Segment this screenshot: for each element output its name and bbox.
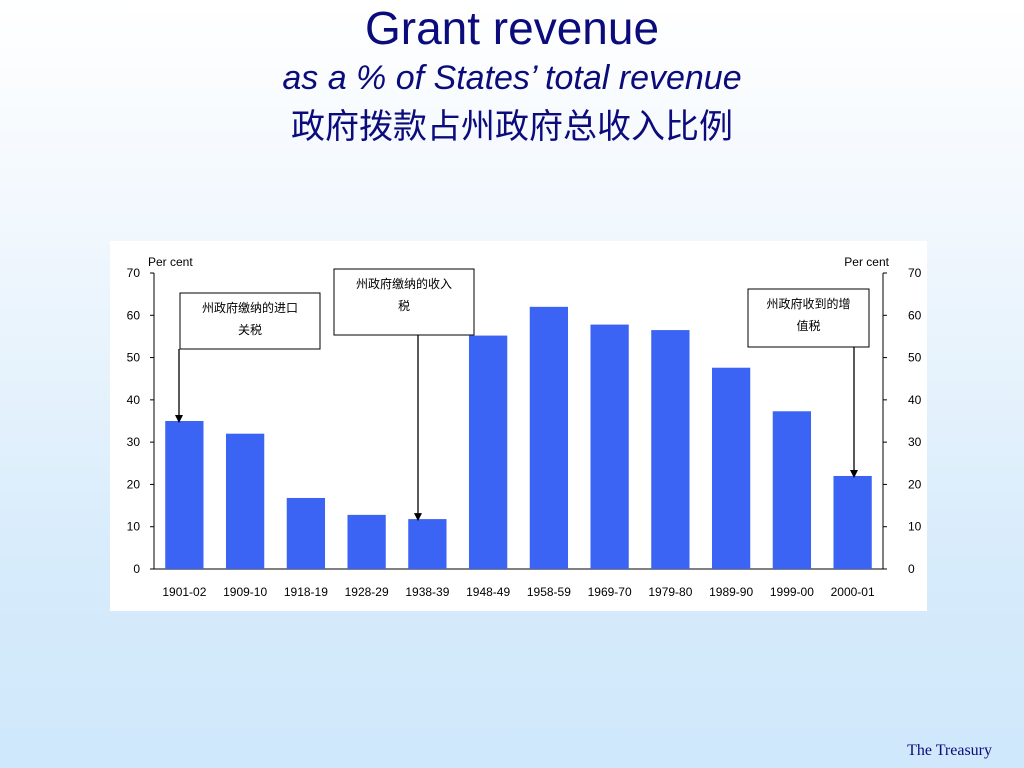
x-tick-label: 1918-19 xyxy=(284,585,328,599)
bar-1928-29 xyxy=(347,514,386,569)
x-tick-label: 2000-01 xyxy=(831,585,875,599)
bar-chart: Per cent Per cent 0 0 10 10 20 20 30 30 40 40 50 50… xyxy=(127,255,922,599)
callout-text: 税 xyxy=(398,299,410,313)
bar-1901-02 xyxy=(165,421,204,569)
right-axis-unit-label: Per cent xyxy=(844,255,889,269)
page-title: Grant revenue xyxy=(364,2,660,54)
bar-2000-01 xyxy=(833,475,872,569)
callout-box xyxy=(179,292,321,350)
left-axis-unit-label: Per cent xyxy=(148,255,193,269)
left-tick-label: 20 xyxy=(127,477,141,491)
left-tick-label: 50 xyxy=(127,351,141,365)
x-tick-label: 1909-10 xyxy=(223,585,267,599)
bar-1979-80 xyxy=(651,330,690,569)
bar-1958-59 xyxy=(529,306,569,569)
callout-arrowhead xyxy=(850,469,858,478)
callout-text: 州政府收到的增 xyxy=(766,296,850,311)
x-tick-label: 1979-80 xyxy=(648,585,692,599)
left-tick-label: 40 xyxy=(127,393,141,407)
x-tick-label: 1948-49 xyxy=(466,585,510,599)
chart-panel: Per cent Per cent 0 0 10 10 20 20 30 30 40 40 50 50… xyxy=(110,241,927,611)
bar-1909-10 xyxy=(225,433,265,569)
axis-ticks: 0 0 10 10 20 20 30 30 40 40 50 50 60 60 70 70 xyxy=(127,266,922,576)
callout-text: 关税 xyxy=(238,323,262,337)
bars xyxy=(165,306,872,569)
right-tick-label: 0 xyxy=(908,562,915,576)
callout-text: 州政府缴纳的进口 xyxy=(202,300,298,315)
right-tick-label: 60 xyxy=(908,308,922,322)
callout-text: 值税 xyxy=(796,318,820,333)
x-tick-label: 1938-39 xyxy=(405,585,449,599)
right-tick-label: 30 xyxy=(908,435,922,449)
bar-1989-90 xyxy=(711,367,751,569)
right-tick-label: 20 xyxy=(908,477,922,491)
bar-1918-19 xyxy=(286,497,326,569)
footer-label: The Treasury xyxy=(907,742,992,759)
callout-box xyxy=(333,268,475,336)
left-tick-label: 30 xyxy=(127,435,141,449)
bar-1948-49 xyxy=(468,335,508,569)
x-tick-label: 1958-59 xyxy=(527,585,571,599)
page-subtitle: as a % of States’ total revenue xyxy=(282,59,742,97)
left-tick-label: 70 xyxy=(127,266,141,280)
x-tick-label: 1969-70 xyxy=(588,585,632,599)
x-tick-label: 1989-90 xyxy=(709,585,753,599)
x-tick-labels: 1901-02 1909-10 1918-19 1928-29 1938-39 1948-… xyxy=(162,585,875,599)
callout-box xyxy=(747,288,870,348)
x-tick-label: 1928-29 xyxy=(345,585,389,599)
right-tick-label: 70 xyxy=(908,266,922,280)
callout-arrowhead xyxy=(175,415,183,423)
left-tick-label: 60 xyxy=(127,308,141,322)
bar-1969-70 xyxy=(590,324,629,569)
right-tick-label: 40 xyxy=(908,393,922,407)
callout-arrowhead xyxy=(414,513,422,522)
bar-1999-00 xyxy=(772,411,812,569)
left-tick-label: 10 xyxy=(127,520,141,534)
callout-text: 州政府缴纳的收入 xyxy=(356,276,452,291)
bar-1938-39 xyxy=(408,519,447,569)
x-tick-label: 1999-00 xyxy=(770,585,814,599)
right-tick-label: 10 xyxy=(908,520,922,534)
x-tick-label: 1901-02 xyxy=(162,585,206,599)
right-tick-label: 50 xyxy=(908,351,922,365)
page-subtitle-chinese: 政府拨款占州政府总收入比例 xyxy=(291,107,733,147)
left-tick-label: 0 xyxy=(133,562,140,576)
